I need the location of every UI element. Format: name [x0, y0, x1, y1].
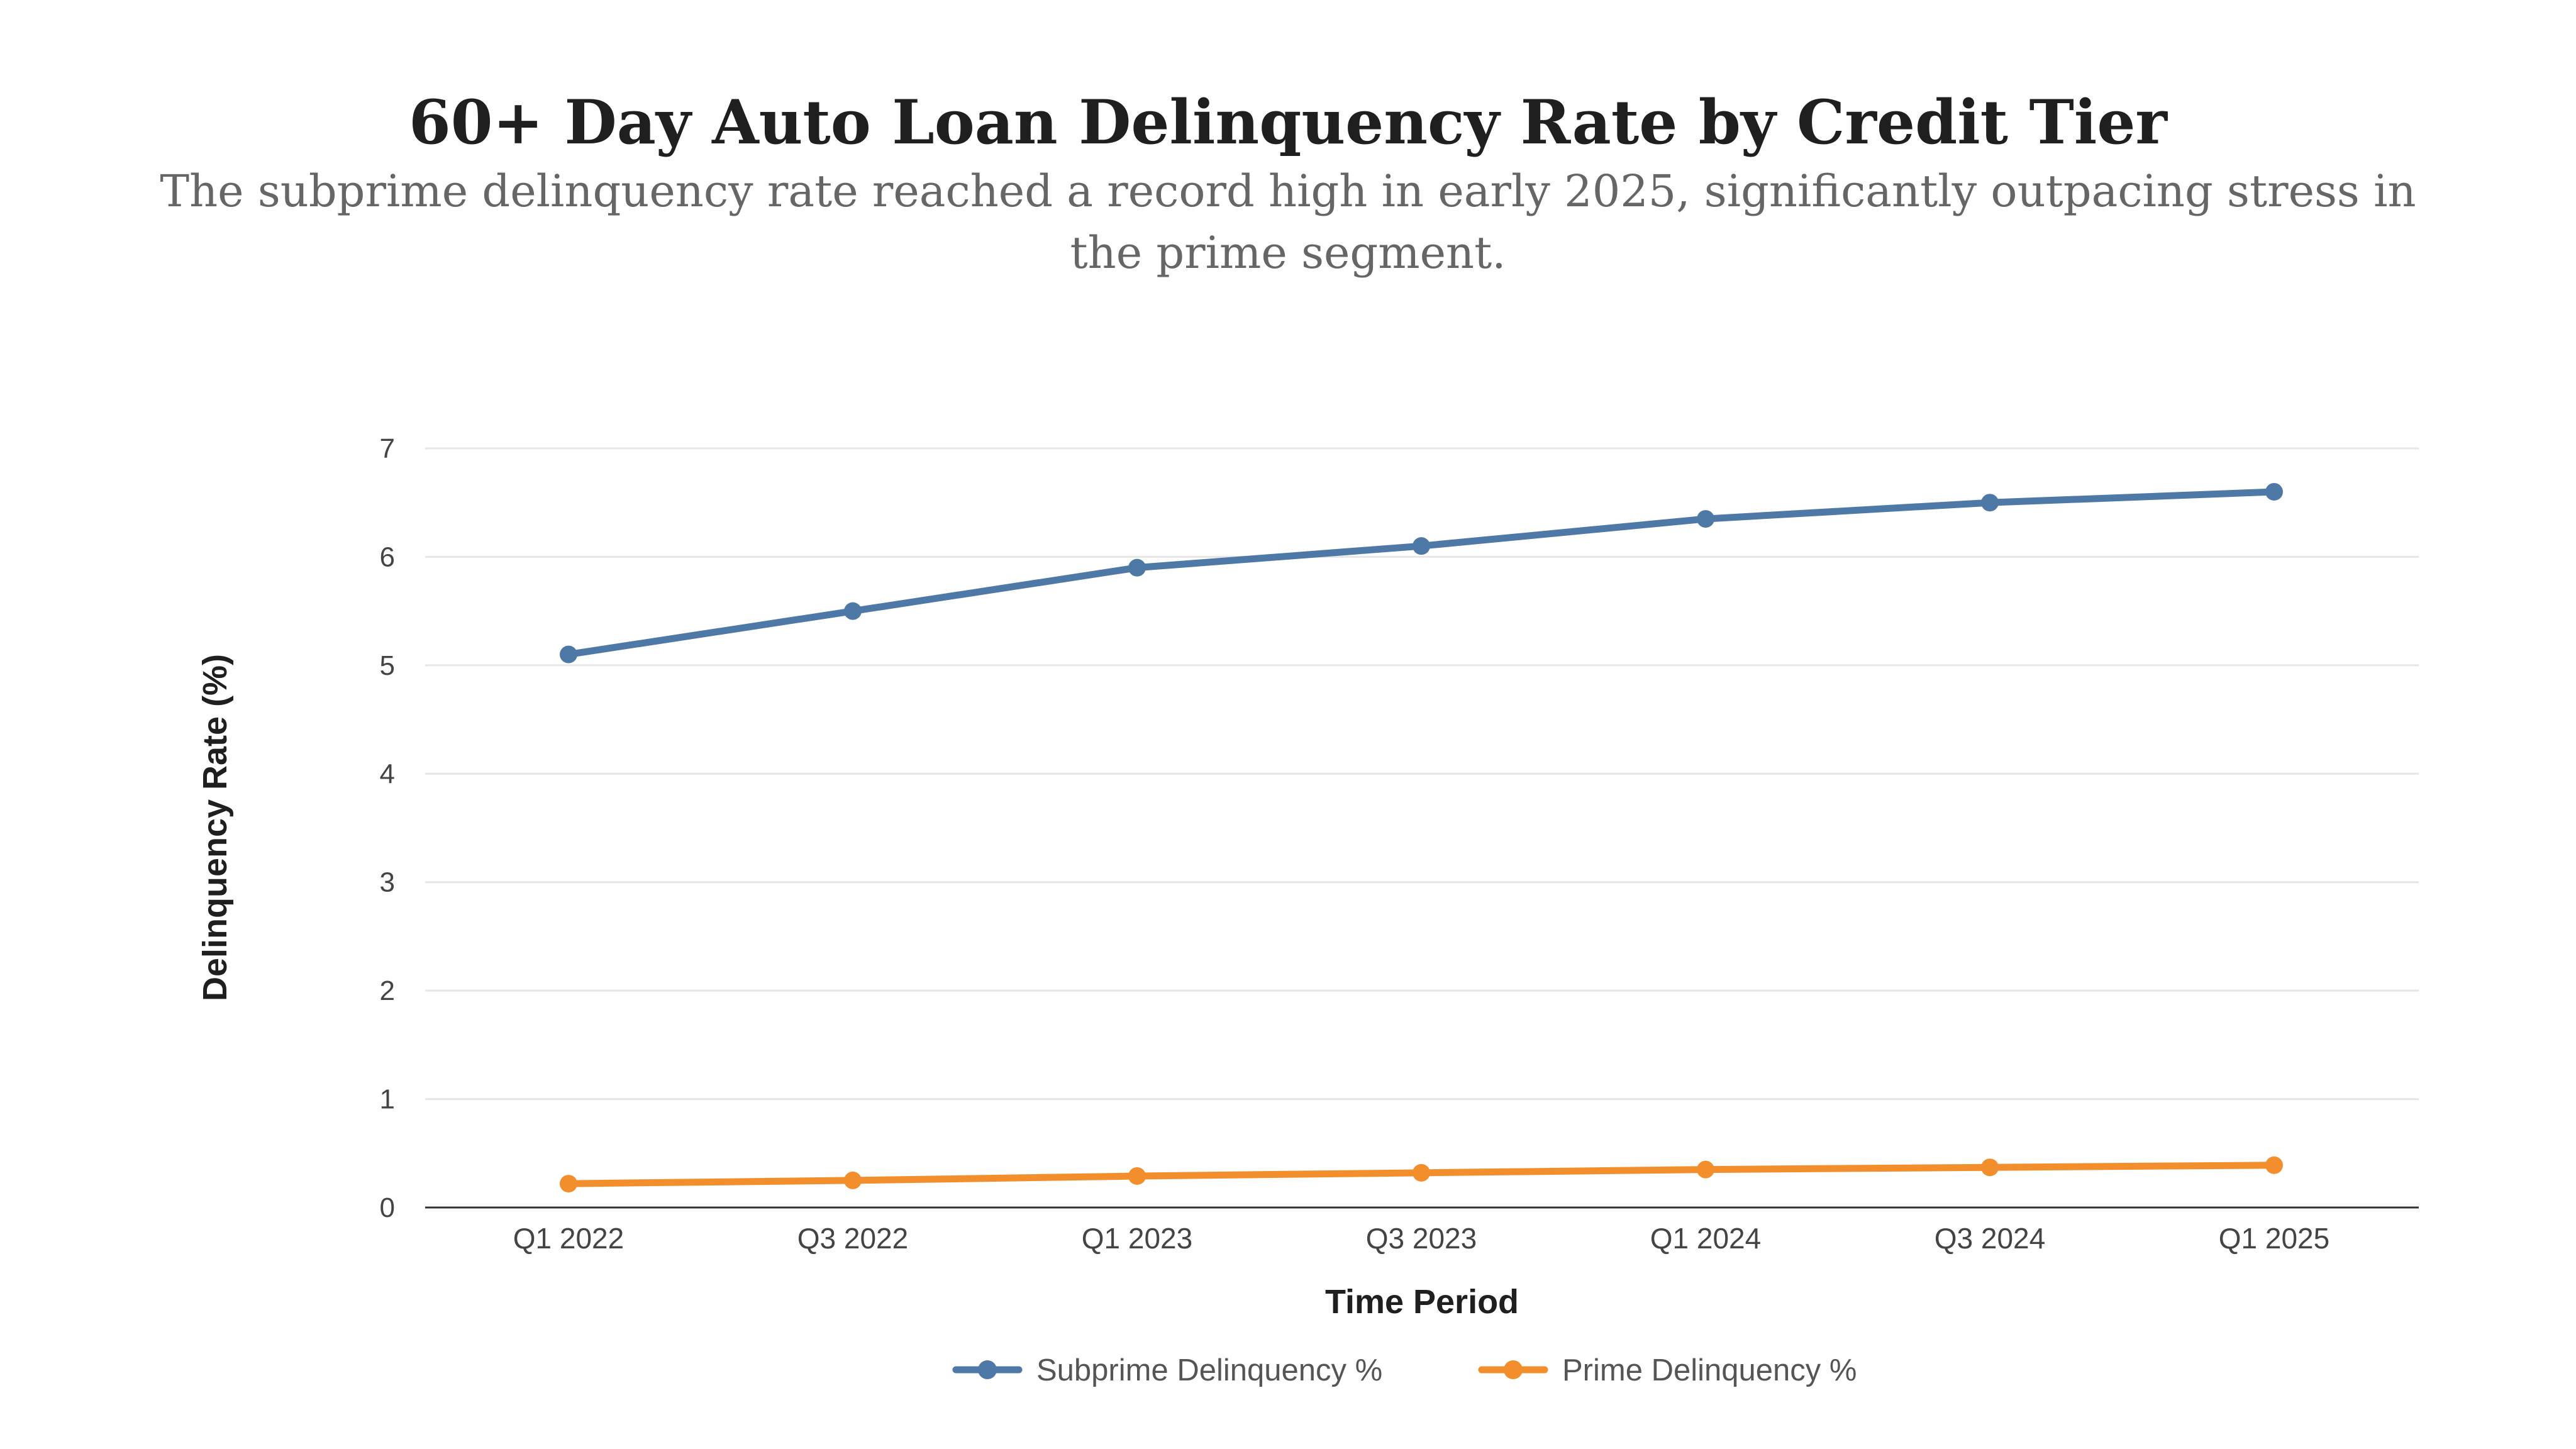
- axes: 0 1 2 3 4 5 6 7 Q1 2022 Q3 2022 Q1 2023 Q3 2023 Q1 2…: [196, 433, 2419, 1321]
- y-tick-label: 5: [380, 650, 395, 681]
- series-1: [560, 1156, 2283, 1193]
- data-point[interactable]: [1697, 510, 1714, 528]
- y-tick-label: 6: [380, 541, 395, 572]
- data-point[interactable]: [560, 645, 577, 663]
- data-point[interactable]: [1981, 1158, 1999, 1177]
- data-point[interactable]: [844, 602, 862, 620]
- x-tick-label: Q3 2024: [1935, 1222, 2045, 1255]
- series-lines: [560, 482, 2283, 1193]
- y-tick-label: 7: [380, 433, 395, 464]
- x-tick-label: Q1 2024: [1650, 1222, 1761, 1255]
- legend-item[interactable]: Subprime Delinquency %: [952, 1353, 1382, 1387]
- data-point[interactable]: [2265, 482, 2283, 501]
- y-tick-label: 3: [380, 867, 395, 898]
- chart-subtitle: The subprime delinquency rate reached a …: [160, 165, 2416, 279]
- data-point[interactable]: [1128, 1167, 1146, 1185]
- data-point[interactable]: [1413, 537, 1430, 555]
- data-point[interactable]: [844, 1171, 862, 1189]
- data-point[interactable]: [2265, 1156, 2283, 1174]
- series-0: [560, 482, 2283, 663]
- x-tick-label: Q1 2025: [2219, 1222, 2329, 1255]
- chart-title: 60+ Day Auto Loan Delinquency Rate by Cr…: [409, 87, 2167, 158]
- y-tick-label: 1: [380, 1084, 395, 1115]
- y-tick-label: 0: [380, 1192, 395, 1223]
- legend-swatch-marker: [1504, 1360, 1523, 1379]
- grid-lines: [425, 447, 2419, 1101]
- series-line: [565, 488, 2278, 658]
- data-point[interactable]: [1981, 494, 1999, 512]
- x-tick-label: Q1 2023: [1082, 1222, 1192, 1255]
- y-tick-label: 4: [380, 758, 395, 789]
- data-point[interactable]: [560, 1175, 577, 1193]
- x-tick-label: Q3 2023: [1366, 1222, 1477, 1255]
- x-axis-title: Time Period: [1325, 1283, 1519, 1321]
- legend-swatch-marker: [978, 1360, 997, 1379]
- data-point[interactable]: [1128, 558, 1146, 577]
- x-tick-label: Q3 2022: [797, 1222, 908, 1255]
- legend-label: Subprime Delinquency %: [1036, 1353, 1382, 1387]
- data-point[interactable]: [1413, 1163, 1430, 1182]
- y-axis-title: Delinquency Rate (%): [196, 654, 234, 1001]
- legend-item[interactable]: Prime Delinquency %: [1478, 1353, 1857, 1387]
- x-tick-label: Q1 2022: [513, 1222, 624, 1255]
- legend-label: Prime Delinquency %: [1562, 1353, 1857, 1387]
- y-tick-label: 2: [380, 975, 395, 1006]
- legend[interactable]: Subprime Delinquency % Prime Delinquency …: [952, 1353, 1857, 1387]
- data-point[interactable]: [1697, 1160, 1714, 1179]
